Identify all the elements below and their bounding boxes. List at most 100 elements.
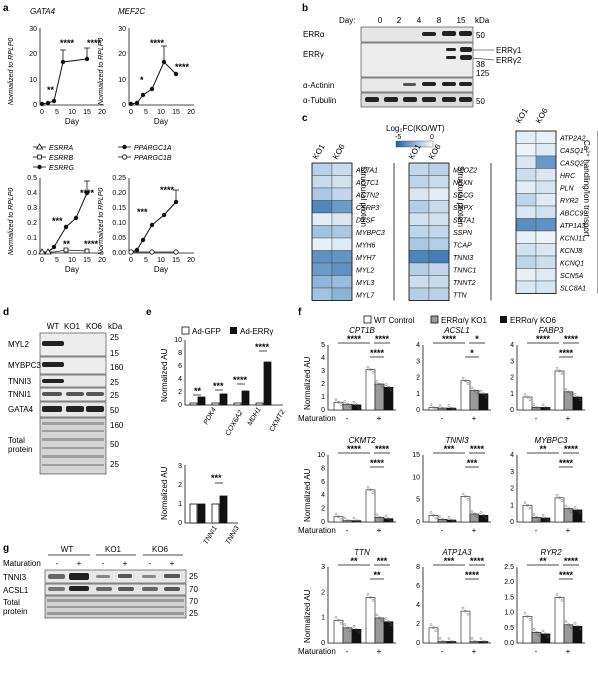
heatmap-cell xyxy=(428,200,450,214)
data-point xyxy=(479,511,483,514)
ytick: 1 xyxy=(510,502,514,509)
heatmap-cell xyxy=(515,230,537,244)
xtick: 0 xyxy=(129,109,133,116)
significance: **** xyxy=(370,458,385,468)
bar xyxy=(365,369,376,411)
heatmap-cell xyxy=(535,180,557,194)
gene-label: SGCG xyxy=(453,193,474,200)
bar xyxy=(460,380,471,411)
data-point xyxy=(434,629,438,633)
data-point xyxy=(528,506,532,510)
xtick: 15 xyxy=(83,257,91,264)
marker: 25 xyxy=(110,378,119,387)
data-point xyxy=(447,516,451,519)
data-point xyxy=(366,485,370,489)
gene-label: TNNC1 xyxy=(453,268,476,275)
marker: 70 xyxy=(189,585,198,594)
data-point xyxy=(346,519,349,522)
significance: * xyxy=(475,334,479,344)
bar xyxy=(460,496,471,523)
xtick: 5 xyxy=(144,109,148,116)
data-point xyxy=(337,618,340,622)
heatmap-cell xyxy=(331,175,353,189)
gene-label: TCAP xyxy=(453,243,472,250)
data-point xyxy=(173,249,179,255)
data-point xyxy=(532,628,536,631)
data-point xyxy=(443,519,447,523)
heatmap-cell xyxy=(408,212,430,226)
square-marker-icon xyxy=(37,154,42,160)
xtick: 0 xyxy=(129,257,133,264)
bar xyxy=(522,504,533,523)
gene-label: KCNQ1 xyxy=(560,261,584,268)
data-point xyxy=(452,640,456,644)
heatmap-cell xyxy=(331,187,353,201)
significance: **** xyxy=(84,239,99,249)
data-point xyxy=(470,386,474,390)
axes xyxy=(327,455,396,523)
data-point xyxy=(573,621,577,625)
legend-label: Ad-GFP xyxy=(192,327,221,336)
heatmap-cell xyxy=(515,268,537,282)
heatmap-cell xyxy=(331,237,353,251)
data-point xyxy=(558,496,561,500)
data-point xyxy=(387,517,390,520)
data-point xyxy=(346,402,349,406)
sig-brackets xyxy=(338,564,390,580)
bar xyxy=(365,597,376,644)
data-point xyxy=(389,623,393,627)
ytick: 3 xyxy=(510,358,514,365)
data-point xyxy=(535,631,538,634)
legend-label: PPARGC1B xyxy=(134,155,172,162)
heatmap-cell xyxy=(428,187,450,201)
data-point xyxy=(357,519,361,523)
data-point xyxy=(173,71,179,77)
data-point xyxy=(339,518,343,521)
xtick: 10 xyxy=(68,257,76,264)
heatmap-cell xyxy=(515,130,537,144)
lane-label: KO1 xyxy=(64,322,81,331)
band-label: ERRγ1 xyxy=(496,46,522,55)
data-point xyxy=(578,628,582,631)
western-blot-b: Day: 0 2 4 8 15 kDa ERRα ERRγ α-Actinin … xyxy=(303,16,522,108)
plot-e-top: Normalized AU 0 2 4 6 8 10 PDK4 COX6A2 M… xyxy=(160,337,287,437)
maturation-label: Maturation xyxy=(3,559,41,568)
heatmap-cell xyxy=(535,280,557,294)
bar xyxy=(572,396,583,411)
data-point xyxy=(564,387,568,391)
data-point xyxy=(134,100,140,106)
data-point xyxy=(546,635,550,639)
heatmap-cell xyxy=(535,205,557,219)
bar xyxy=(351,520,362,523)
data-point xyxy=(378,616,381,620)
data-point xyxy=(45,100,51,106)
data-point xyxy=(526,395,529,399)
ytick: 0.5 xyxy=(504,625,514,632)
sig-brackets xyxy=(527,564,579,580)
bar xyxy=(563,391,574,411)
ytick: 30 xyxy=(29,26,37,33)
data-point xyxy=(523,501,527,504)
ytick: 0.15 xyxy=(112,205,126,212)
ytick: 4 xyxy=(510,342,514,349)
marker: 25 xyxy=(110,460,119,469)
heatmap-cell xyxy=(535,143,557,157)
gene-label: KCNJ8 xyxy=(560,248,582,255)
plot-gata4: GATA4 0 10 20 30 0 5 10 15 20 Day Normal… xyxy=(8,7,106,126)
xtick: TNNI1 xyxy=(203,525,219,546)
col-label: KO6 xyxy=(331,142,347,161)
legend-e: Ad-GFP Ad-ERRγ xyxy=(181,326,273,336)
plot-title: TTN xyxy=(354,548,370,557)
data-point xyxy=(432,626,435,630)
ytick: 2 xyxy=(321,589,325,596)
axes xyxy=(184,340,283,406)
ytick: 0 xyxy=(178,402,182,409)
bar xyxy=(428,407,439,411)
data-point xyxy=(389,519,393,523)
significance: ** xyxy=(350,556,358,566)
legend-label: PPARGC1A xyxy=(134,145,172,152)
significance: **** xyxy=(559,458,574,468)
ytick: 6 xyxy=(321,479,325,486)
gene-label: ATP1A3 xyxy=(559,223,586,230)
